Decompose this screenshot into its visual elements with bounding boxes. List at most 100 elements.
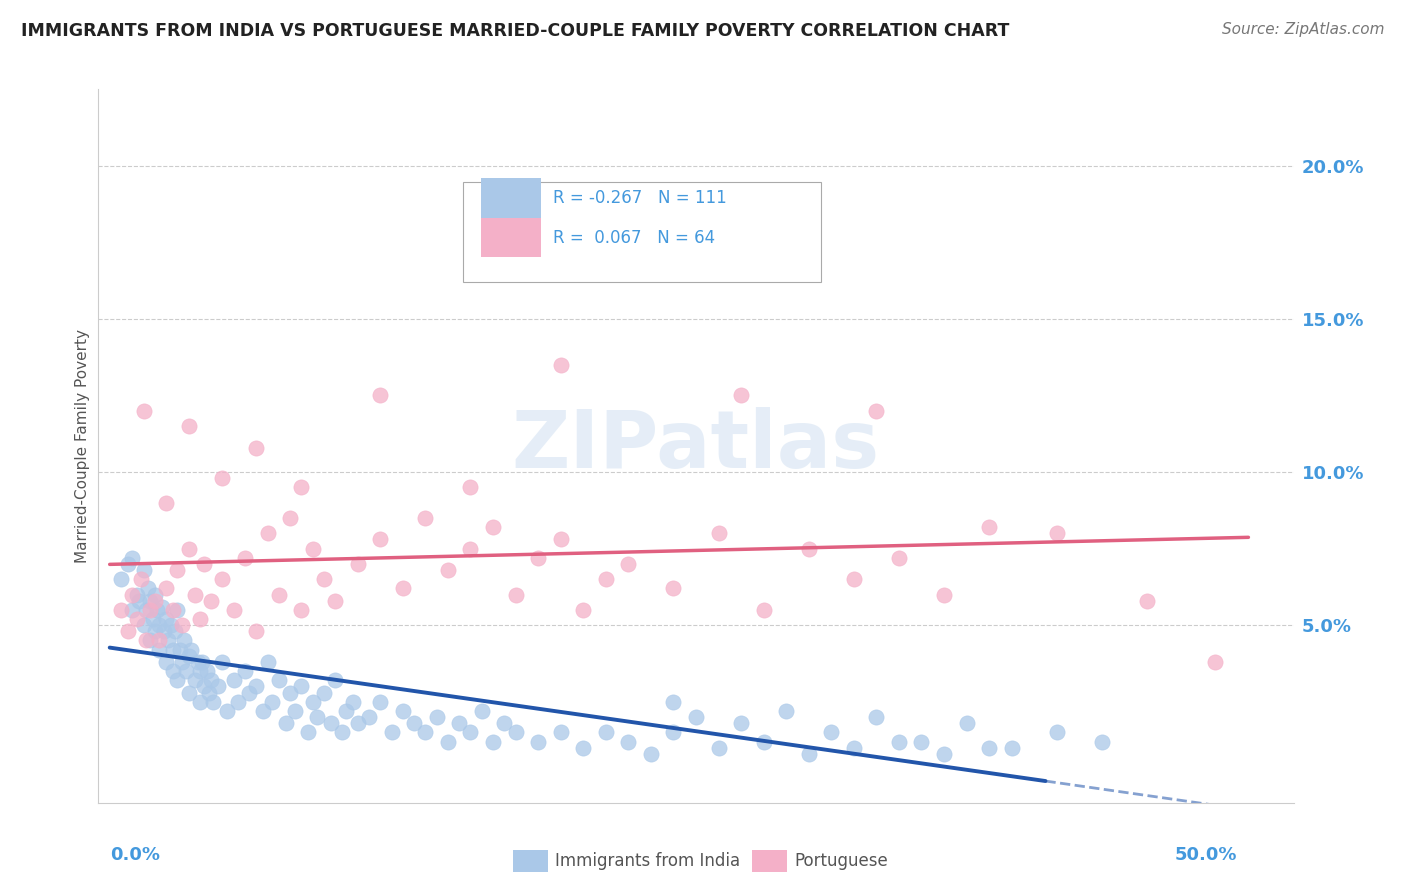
Bar: [481, 218, 541, 257]
Point: [290, 680, 312, 694]
Point: [437, 563, 460, 577]
Text: 0.0%: 0.0%: [110, 846, 160, 863]
Point: [193, 680, 215, 694]
Point: [392, 704, 415, 718]
Point: [640, 747, 662, 761]
Point: [222, 603, 245, 617]
Point: [165, 624, 187, 639]
Point: [1046, 526, 1069, 541]
Point: [226, 695, 249, 709]
Point: [173, 633, 195, 648]
Point: [211, 655, 233, 669]
Point: [139, 603, 162, 617]
Point: [166, 673, 188, 688]
Point: [202, 695, 225, 709]
Point: [290, 603, 312, 617]
Point: [177, 419, 200, 434]
Point: [505, 725, 527, 739]
Point: [572, 603, 595, 617]
Point: [662, 582, 685, 596]
Point: [233, 550, 256, 565]
Point: [200, 593, 222, 607]
Point: [110, 572, 132, 586]
Point: [307, 710, 329, 724]
Point: [136, 582, 159, 596]
Point: [278, 685, 301, 699]
Point: [184, 673, 207, 688]
Point: [1136, 593, 1159, 607]
Point: [471, 704, 494, 718]
Point: [177, 648, 200, 663]
Text: R =  0.067   N = 64: R = 0.067 N = 64: [553, 228, 714, 246]
Point: [162, 642, 184, 657]
Point: [162, 603, 184, 617]
Point: [284, 704, 307, 718]
Text: R = -0.267   N = 111: R = -0.267 N = 111: [553, 189, 727, 207]
Point: [117, 557, 139, 571]
Point: [170, 618, 193, 632]
Point: [312, 685, 335, 699]
Point: [148, 633, 170, 648]
Point: [233, 664, 256, 678]
Point: [932, 588, 955, 602]
Point: [662, 695, 685, 709]
Point: [437, 734, 460, 748]
Point: [550, 725, 572, 739]
Point: [200, 673, 222, 688]
Point: [368, 695, 391, 709]
Point: [460, 725, 482, 739]
Point: [117, 624, 139, 639]
Point: [153, 624, 176, 639]
Point: [129, 572, 152, 586]
Point: [482, 734, 505, 748]
Point: [256, 526, 278, 541]
Text: IMMIGRANTS FROM INDIA VS PORTUGUESE MARRIED-COUPLE FAMILY POVERTY CORRELATION CH: IMMIGRANTS FROM INDIA VS PORTUGUESE MARR…: [21, 22, 1010, 40]
Point: [527, 734, 550, 748]
Point: [319, 716, 342, 731]
Point: [955, 716, 977, 731]
Point: [595, 725, 617, 739]
Point: [527, 550, 550, 565]
Point: [494, 716, 516, 731]
Point: [139, 633, 162, 648]
Point: [274, 716, 297, 731]
Point: [184, 588, 207, 602]
Point: [415, 511, 437, 525]
Point: [141, 612, 163, 626]
Point: [191, 655, 214, 669]
Point: [245, 441, 267, 455]
Point: [135, 633, 157, 648]
Point: [301, 541, 323, 556]
Point: [312, 572, 335, 586]
Text: 50.0%: 50.0%: [1174, 846, 1237, 863]
Point: [707, 740, 730, 755]
Point: [887, 550, 910, 565]
Point: [426, 710, 449, 724]
Point: [252, 704, 274, 718]
Point: [188, 612, 211, 626]
Point: [222, 673, 245, 688]
Point: [157, 633, 180, 648]
Point: [842, 572, 865, 586]
Point: [188, 664, 211, 678]
Point: [1091, 734, 1114, 748]
Point: [346, 557, 368, 571]
Text: Source: ZipAtlas.com: Source: ZipAtlas.com: [1222, 22, 1385, 37]
Point: [820, 725, 842, 739]
FancyBboxPatch shape: [463, 182, 821, 282]
Point: [460, 541, 482, 556]
Point: [662, 725, 685, 739]
Point: [775, 704, 797, 718]
Point: [155, 582, 177, 596]
Point: [797, 541, 820, 556]
Point: [121, 550, 143, 565]
Point: [449, 716, 471, 731]
Point: [159, 618, 181, 632]
Point: [146, 603, 169, 617]
Point: [595, 572, 617, 586]
Point: [842, 740, 865, 755]
Point: [148, 618, 170, 632]
Point: [169, 642, 191, 657]
Point: [752, 734, 775, 748]
Point: [910, 734, 932, 748]
